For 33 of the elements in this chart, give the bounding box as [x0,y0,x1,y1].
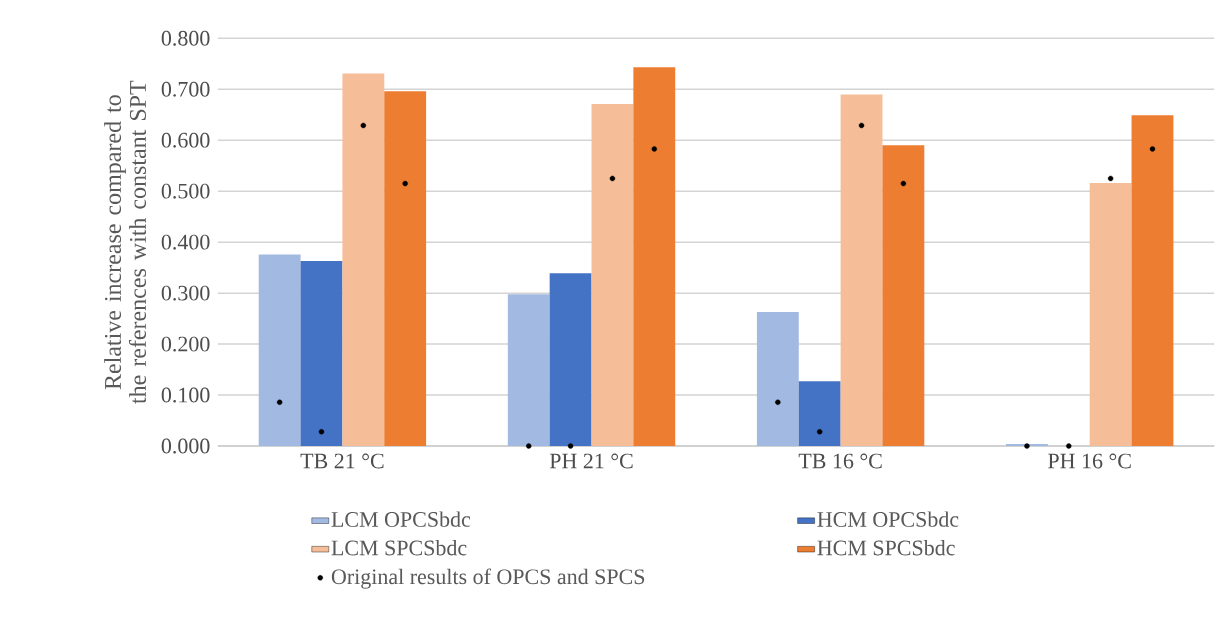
y-tick-label: 0.800 [161,30,210,46]
bar [1131,115,1174,447]
y-tick-label: 0.400 [161,234,210,250]
legend-label: LCM SPCSbdc [331,539,467,556]
y-tick-label: 0.500 [161,183,210,199]
y-tick-label: 0.000 [161,438,210,454]
bar [798,381,841,447]
bar [591,104,634,447]
x-tick-label: TB 21 °C [300,453,384,469]
bar [756,312,799,447]
bar [300,261,343,447]
y-tick-label: 0.600 [161,132,210,148]
y-tick-label: 0.300 [161,285,210,301]
y-tick-label: 0.100 [161,387,210,403]
legend-label: HCM SPCSbdc [817,539,955,556]
y-axis-title: Relative increase compared to the references with constant SPT [104,80,147,404]
bar [549,273,592,447]
bar [633,67,676,447]
bar [882,145,925,447]
legend-label: HCM OPCSbdc [817,511,959,527]
bar [384,91,427,447]
x-tick-label: PH 21 °C [549,453,633,469]
x-tick-label: PH 16 °C [1048,453,1131,469]
bar [840,94,883,447]
bar [342,73,385,447]
legend-label: Original results of OPCS and SPCS [331,568,645,589]
bar [258,254,301,447]
y-tick-label: 0.200 [161,336,210,352]
x-tick-label: TB 16 °C [798,453,882,469]
bar [507,294,550,447]
y-tick-label: 0.700 [161,81,210,97]
bar [1089,183,1132,447]
legend-label: LCM OPCSbdc [331,511,471,527]
